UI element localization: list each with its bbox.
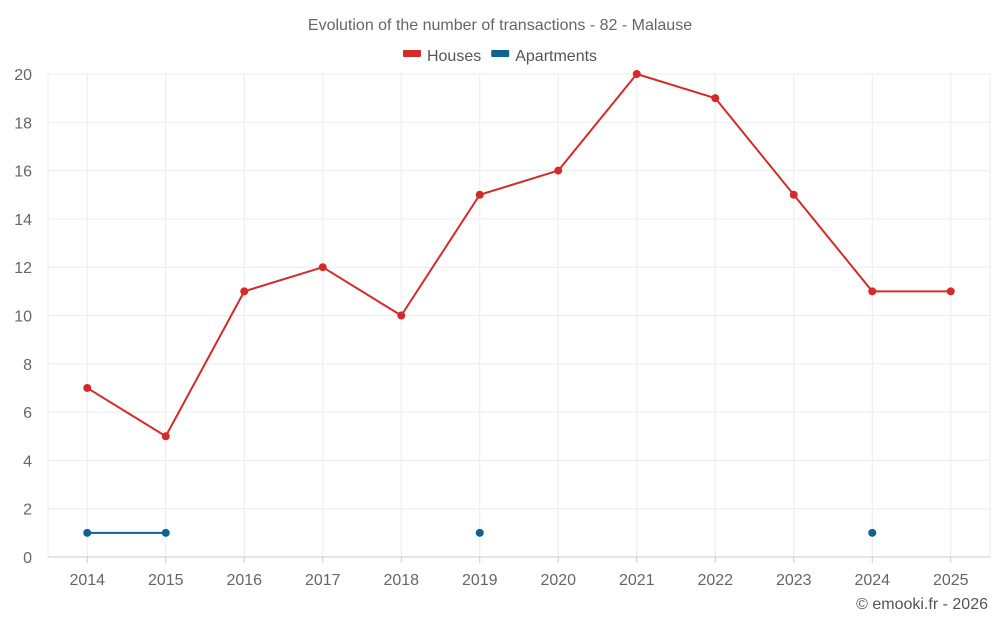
series-line-segment [792,193,874,293]
data-point[interactable] [83,528,92,537]
x-tick-label: 2016 [226,572,262,589]
series-line-segment [86,386,167,438]
series-line-segment [321,266,403,317]
y-tick-label: 14 [14,212,32,229]
x-tick-label: 2019 [462,572,498,589]
series-apartments [83,528,877,537]
data-point[interactable] [554,166,563,175]
data-point[interactable] [161,528,170,537]
data-point[interactable] [240,287,249,296]
data-point[interactable] [711,94,720,103]
legend-swatch [491,50,510,57]
grid [47,73,991,557]
chart-title: Evolution of the number of transactions … [308,17,692,34]
y-tick-label: 10 [14,309,32,326]
x-tick-label: 2025 [933,572,969,589]
y-tick-label: 16 [14,164,32,181]
legend-label[interactable]: Houses [427,48,481,65]
data-point[interactable] [868,528,877,537]
legend-swatch [402,50,421,57]
x-tick-label: 2020 [540,572,576,589]
axes: 0 2 4 6 8 10 12 14 16 18 20 2014 2015 2016 2017 2018 201… [14,67,990,589]
series-line-segment [478,169,560,196]
series-line-segment [557,73,638,172]
y-tick-label: 2 [23,502,32,519]
series-houses [83,70,955,441]
data-point[interactable] [161,432,170,441]
data-point[interactable] [868,287,877,296]
series-line-segment [714,97,795,196]
data-point[interactable] [475,528,484,537]
data-point[interactable] [946,287,955,296]
data-point[interactable] [83,383,92,392]
x-tick-label: 2018 [383,572,419,589]
y-tick-label: 6 [23,405,32,422]
y-tick-label: 0 [23,550,32,567]
x-tick-label: 2022 [697,572,733,589]
y-tick-label: 12 [14,260,32,277]
y-tick-label: 4 [23,453,32,470]
x-tick-label: 2024 [854,572,890,589]
y-tick-label: 18 [14,115,32,132]
series-line-segment [243,266,324,293]
y-tick-label: 20 [14,67,32,84]
x-tick-label: 2015 [148,572,184,589]
x-tick-label: 2017 [305,572,341,589]
credit-text: © emooki.fr - 2026 [856,596,988,613]
series-line-segment [164,290,246,438]
series-line-segment [400,193,481,317]
series-line-segment [635,73,717,100]
data-point[interactable] [632,70,641,78]
legend: Houses Apartments [402,48,597,65]
x-tick-label: 2014 [69,572,105,589]
x-tick-label: 2023 [776,572,812,589]
x-tick-label: 2021 [619,572,655,589]
data-point[interactable] [318,263,327,272]
legend-label[interactable]: Apartments [515,48,597,65]
data-point[interactable] [397,311,406,320]
y-tick-label: 8 [23,357,32,374]
data-point[interactable] [475,190,484,199]
series-layer [83,70,955,537]
data-point[interactable] [789,190,798,199]
